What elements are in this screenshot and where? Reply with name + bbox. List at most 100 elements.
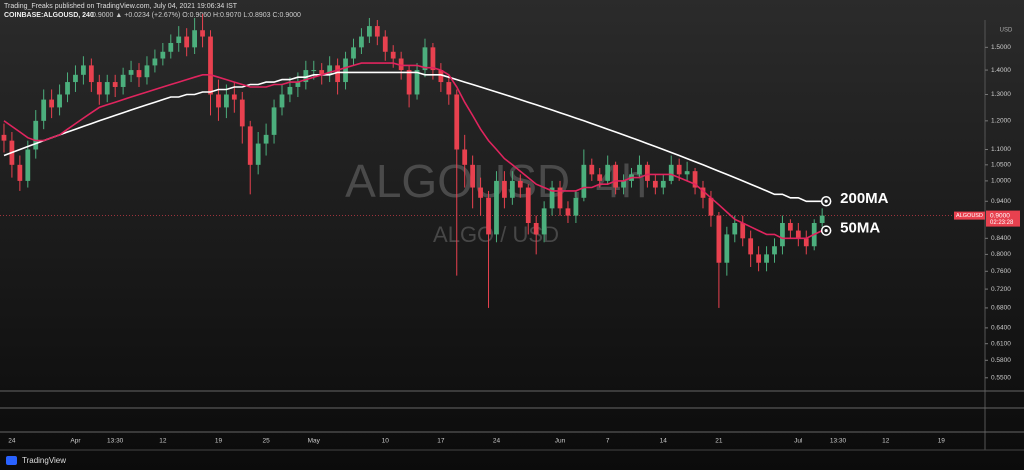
y-tick-label: 1.1000 bbox=[991, 146, 1011, 153]
ma-marker-dot bbox=[824, 199, 828, 203]
candle-body bbox=[319, 70, 325, 75]
candle-body bbox=[239, 99, 245, 127]
candle-body bbox=[454, 94, 460, 150]
ma-marker bbox=[820, 196, 832, 207]
candle-body bbox=[184, 36, 190, 48]
candle-body bbox=[652, 180, 658, 188]
candle-body bbox=[716, 215, 722, 263]
candle-body bbox=[613, 164, 619, 188]
x-tick-label: 7 bbox=[606, 438, 610, 445]
y-tick-label: 1.2000 bbox=[991, 118, 1011, 125]
candle-body bbox=[414, 70, 420, 95]
candle-body bbox=[509, 180, 515, 198]
candle-body bbox=[176, 36, 182, 43]
axis-unit: USD bbox=[1000, 28, 1013, 34]
y-tick-label: 0.5800 bbox=[991, 357, 1011, 364]
candle-body bbox=[525, 187, 531, 223]
symbol-tag-box bbox=[954, 211, 985, 220]
candle-body bbox=[382, 36, 388, 52]
candle-body bbox=[152, 58, 158, 66]
x-tick-label: 24 bbox=[8, 438, 16, 445]
candle-body bbox=[231, 94, 237, 100]
symbol: COINBASE:ALGOUSD, 240 bbox=[4, 12, 94, 19]
y-tick-label: 1.3000 bbox=[991, 91, 1011, 98]
x-tick-label: Jun bbox=[555, 438, 566, 445]
x-tick-label: 13:30 bbox=[107, 438, 124, 445]
candle-body bbox=[795, 230, 801, 239]
x-tick-label: 10 bbox=[382, 438, 390, 445]
x-tick-label: 21 bbox=[715, 438, 723, 445]
candle-body bbox=[772, 246, 777, 255]
candle-body bbox=[533, 222, 539, 235]
y-tick-label: 0.9400 bbox=[991, 198, 1011, 205]
candle-body bbox=[216, 94, 221, 108]
x-tick-label: 12 bbox=[159, 438, 167, 445]
candle-body bbox=[255, 143, 261, 165]
y-tick-label: 0.6400 bbox=[991, 325, 1011, 332]
candle-body bbox=[366, 26, 372, 37]
candle-body bbox=[104, 82, 110, 95]
candle-body bbox=[311, 70, 317, 72]
quote: 0.9000 ▲ +0.0234 (+2.67%) O:0.9060 H:0.9… bbox=[92, 12, 301, 19]
candle-body bbox=[144, 65, 150, 78]
candle-body bbox=[676, 164, 682, 175]
candle-body bbox=[224, 94, 229, 108]
candle-body bbox=[645, 164, 650, 181]
candle-body bbox=[788, 222, 793, 231]
x-tick-label: Apr bbox=[70, 438, 81, 445]
candle-body bbox=[557, 187, 563, 209]
candle-body bbox=[160, 51, 166, 59]
candle-body bbox=[740, 222, 746, 239]
candle-body bbox=[271, 107, 277, 135]
x-tick-label: Jul bbox=[794, 438, 803, 445]
candle-body bbox=[192, 30, 197, 48]
candle-body bbox=[295, 82, 301, 87]
candle-body bbox=[708, 197, 714, 216]
candle-body bbox=[430, 47, 436, 71]
candle-body bbox=[502, 180, 507, 198]
candle-body bbox=[573, 197, 579, 216]
moving-average-line bbox=[3, 71, 823, 203]
y-tick-label: 1.0500 bbox=[991, 162, 1011, 169]
candle-body bbox=[668, 164, 674, 181]
candle-body bbox=[359, 36, 364, 48]
x-tick-label: May bbox=[308, 438, 321, 445]
candle-body bbox=[112, 82, 118, 87]
x-tick-label: 25 bbox=[262, 438, 270, 445]
x-tick-label: 24 bbox=[493, 438, 501, 445]
candle-body bbox=[263, 134, 269, 144]
candle-body bbox=[732, 222, 738, 235]
candle-body bbox=[605, 164, 611, 181]
candle-body bbox=[748, 238, 754, 255]
candle-body bbox=[819, 215, 825, 223]
y-tick-label: 0.5500 bbox=[991, 375, 1011, 382]
x-tick-label: 17 bbox=[437, 438, 445, 445]
y-tick-label: 0.6100 bbox=[991, 340, 1011, 347]
y-tick-label: 0.8400 bbox=[991, 235, 1011, 242]
candle-body bbox=[478, 187, 483, 198]
y-tick-label: 1.4000 bbox=[991, 67, 1011, 74]
candle-body bbox=[438, 70, 444, 83]
y-tick-label: 1.0000 bbox=[991, 178, 1011, 185]
candle-body bbox=[660, 180, 666, 188]
candle-body bbox=[136, 70, 142, 78]
candle-body bbox=[486, 197, 491, 235]
last-price-label: 0.9000 bbox=[990, 212, 1010, 219]
candle-body bbox=[120, 74, 126, 87]
candle-body bbox=[73, 74, 78, 83]
symbol-tag: ALGOUSD bbox=[956, 213, 983, 219]
candle-body bbox=[287, 86, 293, 95]
candle-body bbox=[803, 238, 809, 247]
x-tick-label: 14 bbox=[660, 438, 668, 445]
candle-body bbox=[764, 254, 769, 263]
candle-body bbox=[200, 30, 205, 37]
candle-body bbox=[565, 208, 571, 216]
candle-body bbox=[343, 58, 348, 83]
x-tick-label: 19 bbox=[938, 438, 946, 445]
ma-label: 50MA bbox=[840, 220, 880, 237]
candle-body bbox=[517, 180, 523, 188]
candle-body bbox=[398, 58, 404, 71]
